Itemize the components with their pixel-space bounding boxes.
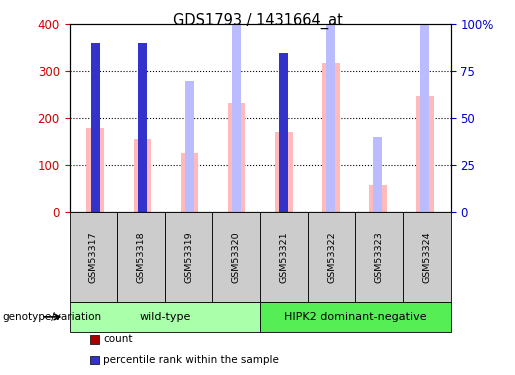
Bar xyxy=(138,43,147,212)
Bar xyxy=(369,185,387,212)
Text: percentile rank within the sample: percentile rank within the sample xyxy=(103,355,279,365)
Text: GSM53319: GSM53319 xyxy=(184,231,193,283)
Bar xyxy=(420,6,430,212)
Bar xyxy=(87,128,105,212)
Bar xyxy=(279,53,288,212)
Bar xyxy=(133,139,151,212)
Bar xyxy=(185,81,194,212)
Bar xyxy=(91,43,99,212)
Text: count: count xyxy=(103,334,132,344)
Bar xyxy=(326,0,335,212)
Bar xyxy=(373,137,383,212)
Bar xyxy=(181,153,198,212)
Text: GSM53321: GSM53321 xyxy=(280,231,288,283)
Text: GSM53317: GSM53317 xyxy=(89,231,98,283)
Bar xyxy=(232,0,241,212)
Bar xyxy=(416,96,434,212)
Bar xyxy=(228,103,246,212)
Text: wild-type: wild-type xyxy=(139,312,191,322)
Text: GSM53323: GSM53323 xyxy=(375,231,384,283)
Bar xyxy=(91,128,99,212)
Text: genotype/variation: genotype/variation xyxy=(3,312,101,322)
Bar xyxy=(91,43,100,212)
Bar xyxy=(322,63,339,212)
Bar xyxy=(279,53,288,212)
Bar xyxy=(279,132,288,212)
Text: GSM53318: GSM53318 xyxy=(136,231,145,283)
Bar xyxy=(274,132,293,212)
Text: GSM53324: GSM53324 xyxy=(422,231,431,283)
Bar xyxy=(138,139,147,212)
Text: HIPK2 dominant-negative: HIPK2 dominant-negative xyxy=(284,312,426,322)
Bar xyxy=(138,43,147,212)
Text: GSM53322: GSM53322 xyxy=(327,231,336,283)
Text: GDS1793 / 1431664_at: GDS1793 / 1431664_at xyxy=(173,13,342,29)
Text: GSM53320: GSM53320 xyxy=(232,231,241,283)
